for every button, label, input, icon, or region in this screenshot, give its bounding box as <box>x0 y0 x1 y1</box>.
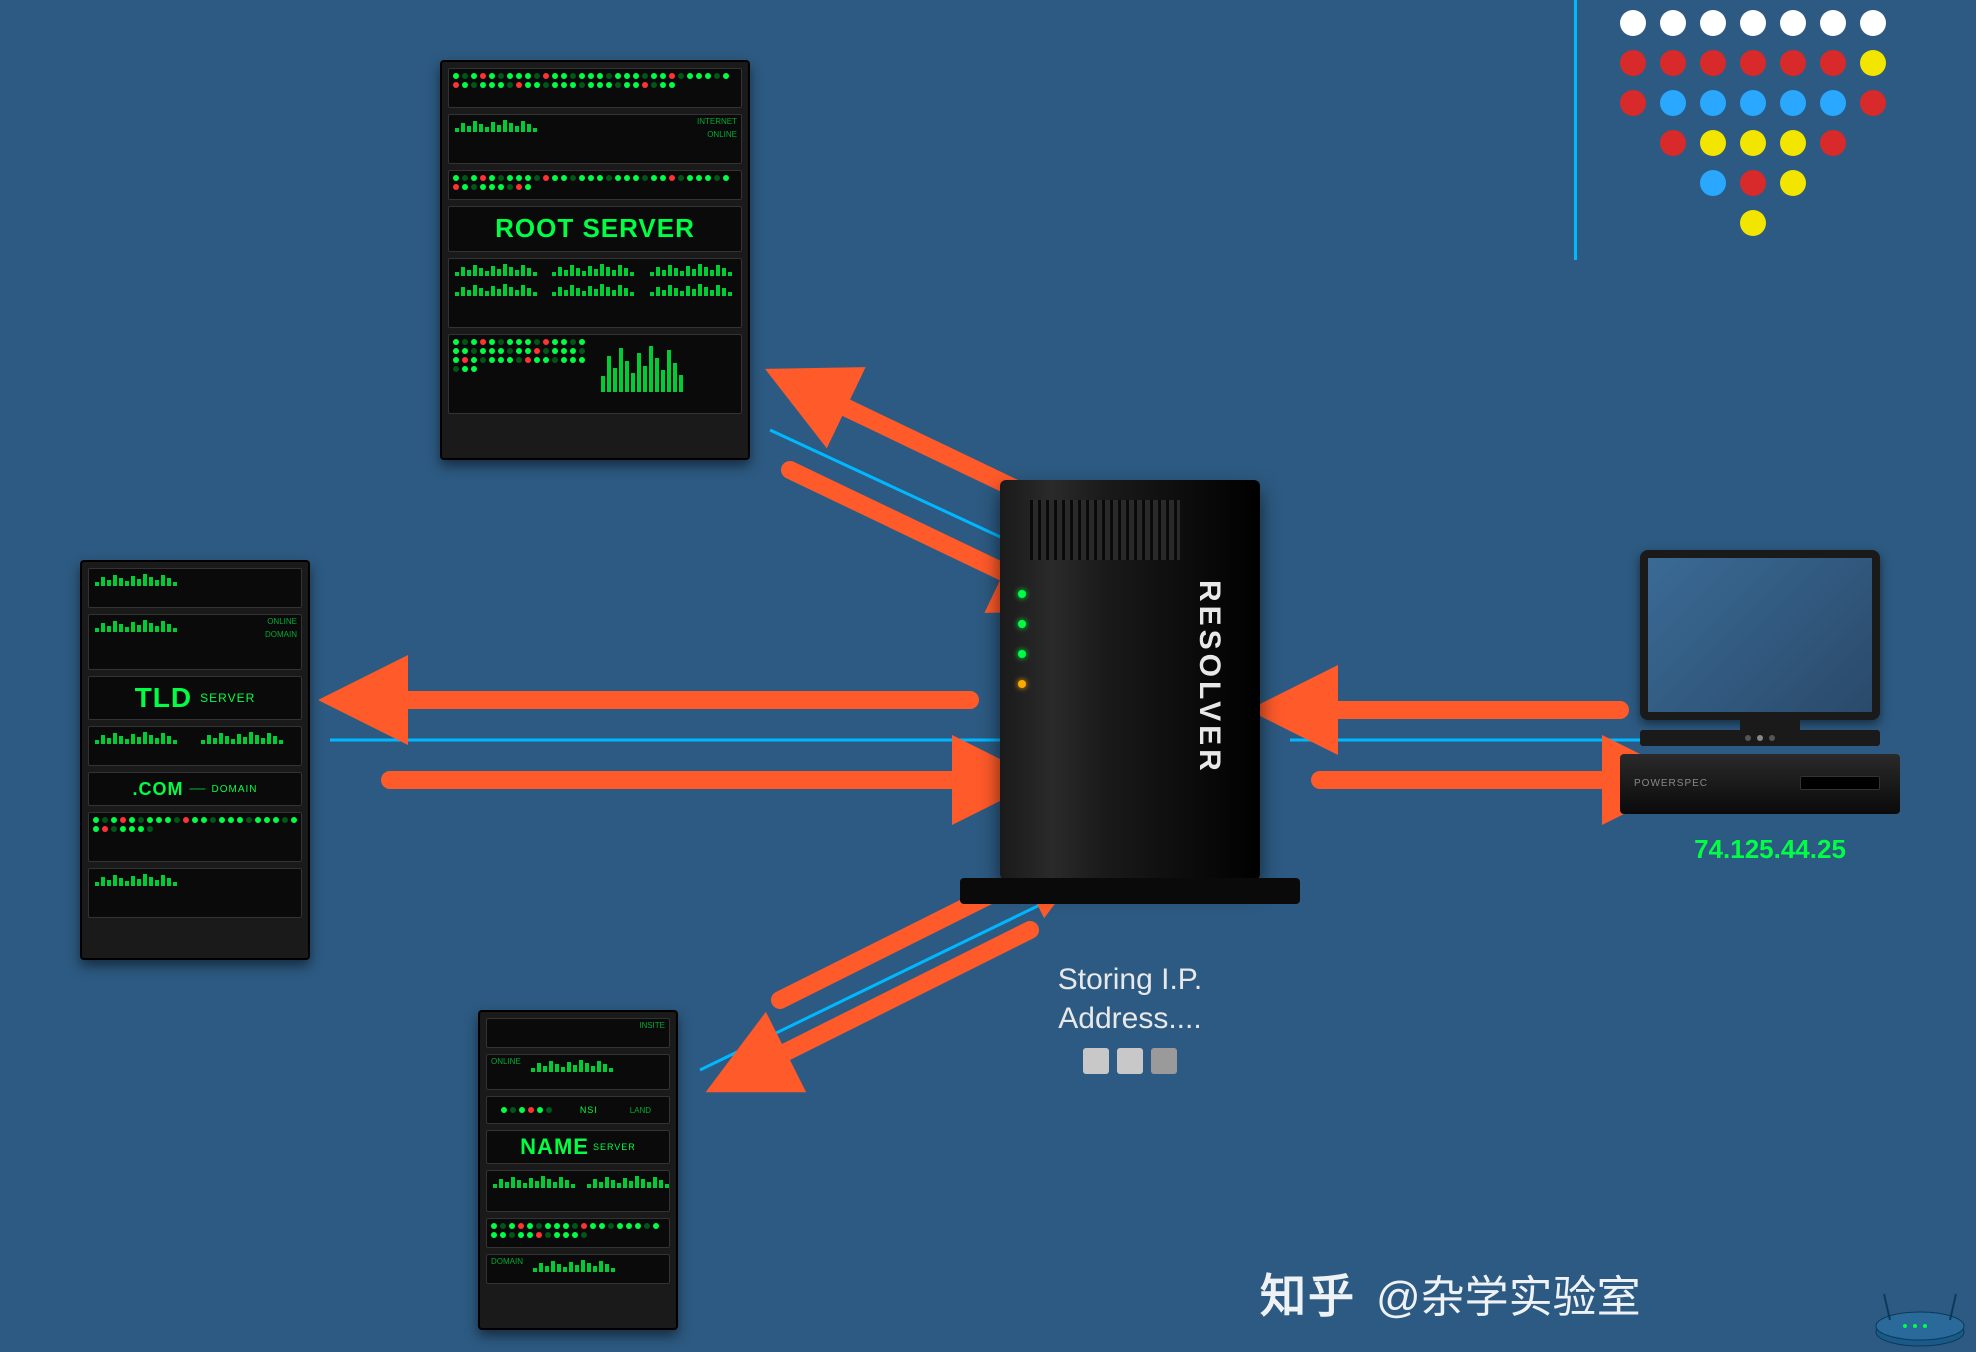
name-label-main: NAME <box>520 1134 589 1160</box>
caption-line1: Storing I.P. <box>1000 960 1260 999</box>
zhihu-logo: 知乎 <box>1260 1260 1356 1326</box>
root-server-label: ROOT SERVER <box>449 207 741 250</box>
router-icon <box>1870 1290 1970 1350</box>
panel-domain-label: DOMAIN <box>195 628 301 641</box>
client-computer: POWERSPEC 74.125.44.25 <box>1640 550 1900 865</box>
panel-online-label: ONLINE <box>644 128 741 141</box>
panel-online-label-3: ONLINE <box>487 1055 525 1089</box>
name-label-sub: SERVER <box>593 1142 636 1152</box>
pc-case: POWERSPEC <box>1620 754 1900 814</box>
pc-brand-label: POWERSPEC <box>1634 778 1708 789</box>
panel-nsi-label: NSI <box>580 1105 598 1115</box>
decor-vline <box>1574 0 1577 260</box>
tld-label-sub: SERVER <box>200 691 255 705</box>
tld-label-main: TLD <box>135 682 192 714</box>
resolver-base <box>960 878 1300 904</box>
name-server: INSITE ONLINE NSI LAND NAME SERVER DOMAI… <box>478 1010 678 1330</box>
tld-server: ONLINE DOMAIN TLD SERVER .COM — DOMAIN <box>80 560 310 960</box>
diagram-canvas: INTERNET ONLINE ROOT SERVER ONLINE DOMAI… <box>0 0 1976 1352</box>
resolver-server: RESOLVER <box>1000 480 1260 880</box>
panel-insite-label: INSITE <box>635 1019 669 1047</box>
caption-line2: Address.... <box>1000 999 1260 1038</box>
watermark-text: @杂学实验室 <box>1376 1261 1641 1325</box>
tld-domain-main: .COM <box>133 779 184 800</box>
decor-dot-grid <box>1620 10 1886 236</box>
panel-land-label: LAND <box>626 1104 655 1117</box>
panel-online-label-2: ONLINE <box>195 615 301 628</box>
loading-indicator <box>1000 1048 1260 1074</box>
panel-internet-label: INTERNET <box>644 115 741 128</box>
client-ip-address: 74.125.44.25 <box>1640 834 1900 865</box>
monitor-soundbar <box>1640 730 1880 746</box>
tld-domain-sub: DOMAIN <box>212 784 258 795</box>
watermark: 知乎 @杂学实验室 <box>1260 1260 1641 1326</box>
panel-domain-label-2: DOMAIN <box>487 1255 527 1283</box>
root-server: INTERNET ONLINE ROOT SERVER <box>440 60 750 460</box>
monitor <box>1640 550 1880 720</box>
resolver-label: RESOLVER <box>1192 580 1226 775</box>
resolver-caption: Storing I.P. Address.... <box>1000 960 1260 1074</box>
